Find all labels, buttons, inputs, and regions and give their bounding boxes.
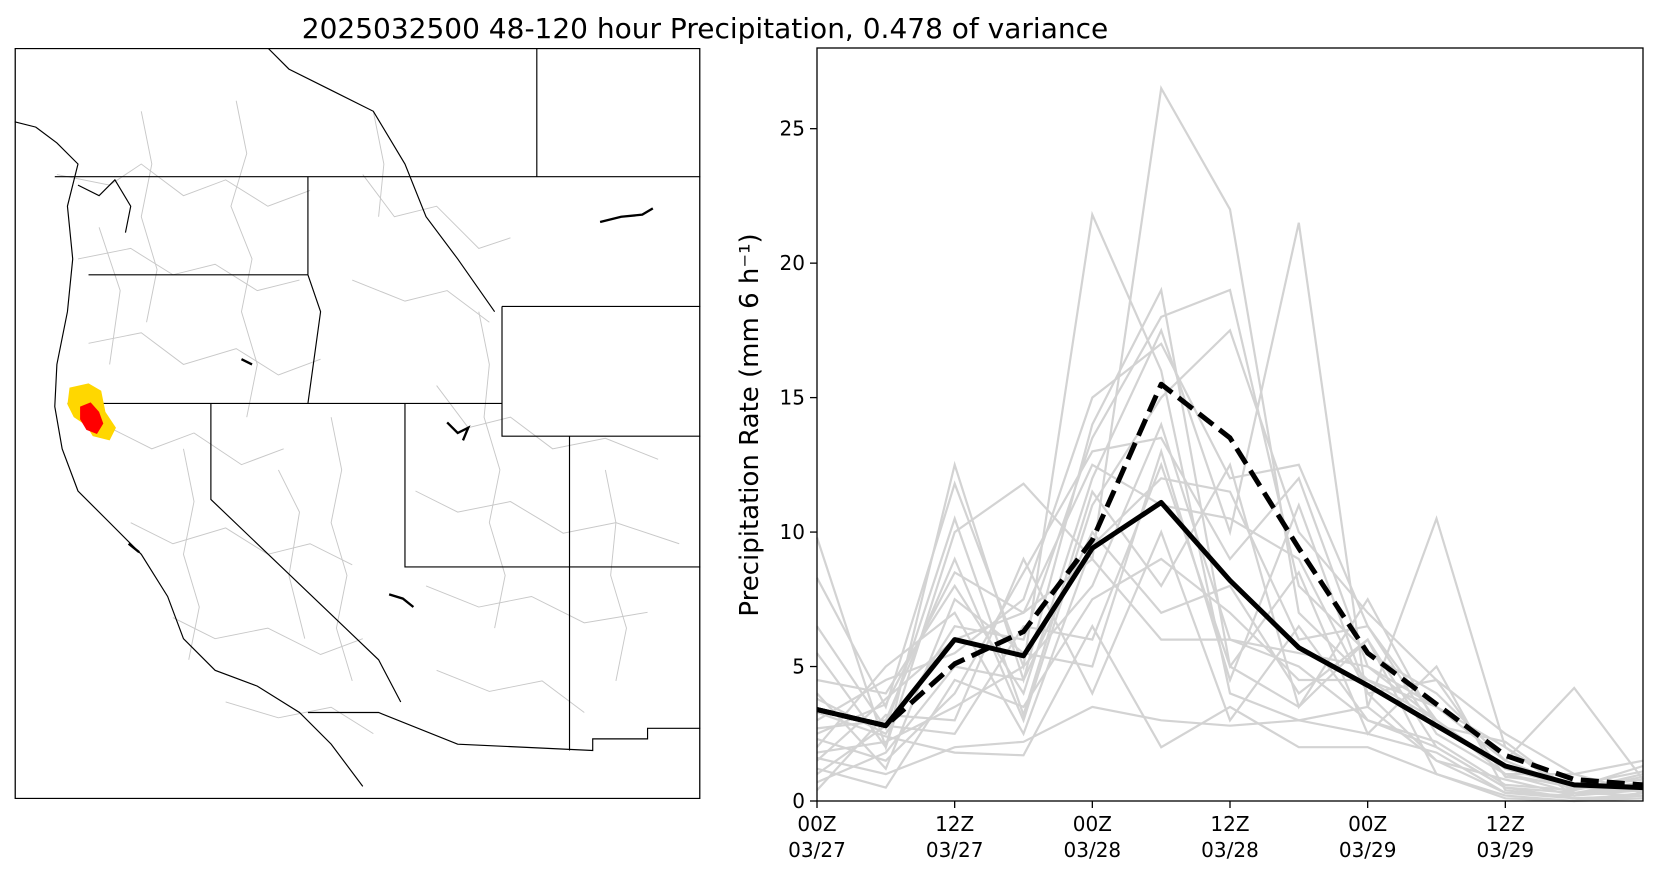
- ensemble-line-15: [816, 529, 1644, 792]
- x-tick-label-time: 12Z: [1210, 812, 1249, 836]
- x-tick-label-date: 03/29: [1339, 838, 1397, 862]
- figure-title: 2025032500 48-120 hour Precipitation, 0.…: [301, 12, 1109, 45]
- y-tick-label: 0: [792, 789, 805, 813]
- ensemble-line-2: [816, 210, 1644, 797]
- bold-series: [816, 381, 1644, 791]
- state-borders: [14, 48, 701, 787]
- x-tick-label-date: 03/27: [788, 838, 846, 862]
- x-tick-label-time: 00Z: [1348, 812, 1387, 836]
- ensemble-line-20: [816, 705, 1644, 800]
- ensemble-line-18: [816, 623, 1644, 803]
- y-tick-label: 25: [780, 117, 805, 141]
- basin-inner-highlight: [80, 402, 104, 435]
- ensemble-line-12: [816, 557, 1644, 789]
- y-tick-label: 20: [780, 251, 805, 275]
- x-tick-label-time: 00Z: [1073, 812, 1112, 836]
- basin-boundaries: [56, 100, 680, 735]
- x-tick-label-date: 03/28: [1064, 838, 1122, 862]
- ensemble-line-17: [816, 447, 1644, 787]
- ensemble-line-7: [816, 328, 1644, 776]
- plot-frame: [816, 47, 1644, 802]
- ensemble-members: [815, 84, 1644, 803]
- y-axis-label: Precipitation Rate (mm 6 h⁻¹): [735, 233, 765, 616]
- lakes: [127, 207, 654, 608]
- solid-bold-line: [816, 500, 1644, 791]
- y-axis-ticks: 0 5 10 15 20 25: [780, 117, 817, 813]
- dashed-bold-line: [816, 381, 1644, 788]
- x-tick-label-date: 03/29: [1477, 838, 1535, 862]
- basin-map: [14, 48, 701, 799]
- y-tick-label: 10: [780, 520, 805, 544]
- ensemble-line-6: [816, 342, 1644, 789]
- x-tick-label-time: 00Z: [797, 812, 836, 836]
- y-tick-label: 15: [780, 386, 805, 410]
- x-tick-label-date: 03/27: [926, 838, 984, 862]
- ensemble-line-19: [816, 557, 1644, 795]
- map-frame: [14, 48, 701, 799]
- ensemble-line-13: [816, 461, 1643, 800]
- highlighted-basin: [67, 383, 116, 441]
- x-tick-label-date: 03/28: [1201, 838, 1259, 862]
- ensemble-line-16: [816, 461, 1644, 797]
- x-tick-label-time: 12Z: [1486, 812, 1525, 836]
- ensemble-line-4: [816, 222, 1644, 792]
- ensemble-line-8: [816, 436, 1644, 797]
- y-tick-label: 5: [792, 655, 805, 679]
- x-axis-ticks: 00Z03/2712Z03/2700Z03/2812Z03/2800Z03/29…: [788, 801, 1534, 862]
- x-tick-label-time: 12Z: [935, 812, 974, 836]
